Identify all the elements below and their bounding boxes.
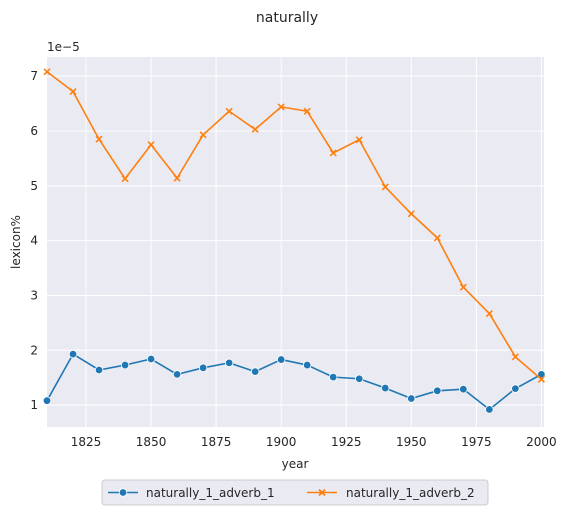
y-offset-label: 1e−5: [47, 40, 80, 54]
y-tick-label: 4: [30, 234, 38, 248]
chart-title: naturally: [256, 10, 318, 26]
legend-marker-2: [318, 488, 326, 497]
legend-label-2: naturally_1_adverb_2: [346, 486, 475, 500]
data-point: [276, 355, 286, 364]
series-line-1: [46, 353, 542, 411]
data-point: [95, 135, 103, 143]
data-point: [459, 283, 467, 291]
data-point: [303, 107, 311, 115]
data-point: [277, 103, 285, 111]
y-tick-label: 3: [30, 288, 38, 302]
data-point: [146, 354, 156, 364]
data-point: [225, 107, 233, 115]
y-axis-label: lexicon%: [9, 215, 23, 269]
data-point: [355, 136, 363, 144]
x-tick-label: 2000: [526, 435, 557, 449]
plot-area: [47, 57, 544, 427]
data-point: [459, 384, 468, 394]
data-point: [147, 141, 155, 149]
legend: naturally_1_adverb_1 naturally_1_adverb_…: [101, 479, 489, 506]
data-point: [199, 131, 207, 139]
x-tick-labels: 1825 1850 1875 1900 1925 1950 1975 2000: [71, 435, 557, 449]
data-point: [250, 367, 260, 376]
data-point: [485, 405, 494, 414]
data-point: [485, 309, 493, 318]
legend-box: [101, 479, 489, 506]
legend-marker-1: [118, 488, 128, 497]
data-point: [537, 375, 545, 383]
x-tick-label: 1850: [136, 435, 167, 449]
grid-lines: [47, 57, 544, 427]
x-tick-label: 1825: [71, 435, 102, 449]
data-point: [355, 374, 364, 383]
data-point: [172, 370, 182, 379]
y-tick-label: 6: [30, 124, 38, 138]
y-tick-label: 2: [30, 343, 38, 357]
data-point: [224, 358, 234, 368]
x-tick-label: 1975: [461, 435, 492, 449]
data-point: [511, 353, 519, 361]
x-tick-label: 1925: [331, 435, 362, 449]
data-point: [433, 234, 441, 242]
x-tick-label: 1875: [201, 435, 232, 449]
data-point: [120, 360, 130, 370]
data-point: [381, 183, 389, 191]
y-tick-label: 5: [30, 179, 38, 193]
data-point: [42, 396, 52, 405]
data-point: [69, 87, 77, 96]
data-point: [251, 125, 259, 133]
data-point: [433, 386, 442, 396]
legend-label-1: naturally_1_adverb_1: [146, 486, 275, 500]
data-point: [198, 363, 208, 372]
series-1: [42, 349, 546, 414]
x-tick-label: 1900: [266, 435, 297, 449]
data-point: [407, 210, 415, 218]
y-tick-label: 7: [30, 69, 38, 83]
data-point: [329, 149, 337, 157]
series-layer: [42, 68, 546, 414]
data-point: [329, 372, 338, 382]
series-line-2: [46, 71, 542, 380]
data-point: [381, 383, 390, 393]
y-tick-labels: 1 2 3 4 5 6 7: [30, 69, 38, 412]
data-point: [173, 174, 181, 182]
y-tick-label: 1: [30, 398, 38, 412]
data-point: [43, 68, 51, 76]
data-point: [303, 360, 312, 370]
data-point: [407, 394, 416, 403]
data-point: [537, 370, 546, 379]
x-axis-label: year: [282, 457, 309, 471]
x-tick-label: 1950: [396, 435, 427, 449]
data-point: [121, 175, 129, 183]
series-2: [43, 68, 545, 383]
data-point: [94, 365, 104, 375]
data-point: [511, 384, 520, 393]
data-point: [68, 349, 78, 359]
